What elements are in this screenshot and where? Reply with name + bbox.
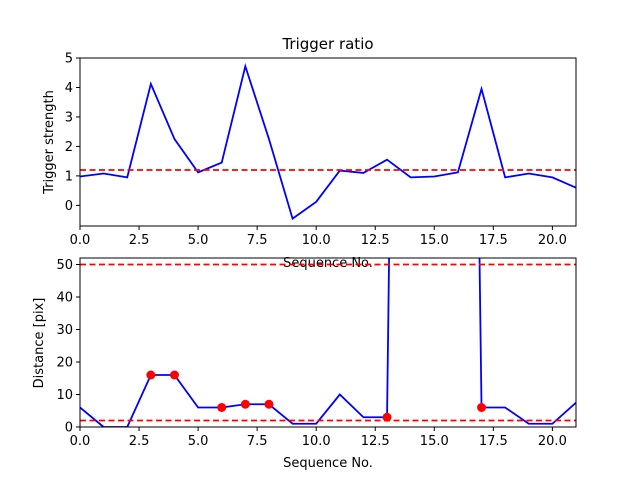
bottom-x-tick-label: 0.0 bbox=[70, 434, 91, 449]
top-x-tick-label: 17.5 bbox=[479, 233, 508, 248]
top-y-tick-label: 0 bbox=[65, 199, 73, 214]
bottom-marker-point bbox=[477, 403, 487, 412]
top-x-tick-label: 20.0 bbox=[538, 233, 567, 248]
bottom-x-tick-label: 15.0 bbox=[420, 434, 449, 449]
bottom-y-tick-label: 30 bbox=[56, 323, 73, 338]
bottom-axes-frame bbox=[79, 257, 577, 428]
bottom-x-tick-label: 2.5 bbox=[129, 434, 150, 449]
bottom-y-tick-label: 0 bbox=[65, 421, 73, 436]
top-x-tick-label: 12.5 bbox=[361, 233, 390, 248]
top-axes-frame bbox=[79, 57, 577, 227]
top-x-tick-label: 5.0 bbox=[188, 233, 209, 248]
bottom-x-tick-label: 7.5 bbox=[247, 434, 268, 449]
top-y-tick-label: 2 bbox=[65, 140, 73, 155]
top-x-tick-label: 10.0 bbox=[302, 233, 331, 248]
bottom-marker-point bbox=[217, 403, 227, 412]
top-y-tick-label: 4 bbox=[65, 81, 73, 96]
bottom-x-tick-label: 17.5 bbox=[479, 434, 508, 449]
top-x-tick-label: 2.5 bbox=[129, 233, 150, 248]
top-y-axis-label: Trigger strength bbox=[42, 90, 57, 195]
bottom-marker-point bbox=[169, 370, 179, 380]
bottom-marker-point bbox=[240, 399, 250, 409]
bottom-series-line-0 bbox=[80, 258, 576, 427]
bottom-marker-point bbox=[264, 399, 274, 409]
bottom-x-tick-label: 12.5 bbox=[361, 434, 390, 449]
top-chart: Trigger ratio 0.0 2.5 5.0 7.5 10.0 12.5 15.0 17… bbox=[42, 35, 577, 271]
top-x-tick-label: 15.0 bbox=[420, 233, 449, 248]
top-chart-title: Trigger ratio bbox=[281, 35, 373, 53]
bottom-y-axis-label: Distance [pix] bbox=[32, 298, 47, 389]
top-y-tick-label: 3 bbox=[65, 110, 73, 125]
top-x-tick-label: 0.0 bbox=[70, 233, 91, 248]
top-x-tick-label: 7.5 bbox=[247, 233, 268, 248]
bottom-x-tick-label: 20.0 bbox=[538, 434, 567, 449]
bottom-y-tick-label: 10 bbox=[56, 388, 73, 403]
bottom-chart: 0.0 2.5 5.0 7.5 10.0 12.5 15.0 17.5 20.0 0 10 20 30 4… bbox=[32, 257, 577, 471]
bottom-y-tick-label: 20 bbox=[56, 356, 73, 371]
top-y-tick-label: 5 bbox=[65, 52, 73, 67]
bottom-x-tick-label: 5.0 bbox=[188, 434, 209, 449]
bottom-marker-point bbox=[382, 412, 392, 422]
bottom-marker-point bbox=[146, 370, 156, 380]
top-x-axis-label: Sequence No. bbox=[283, 256, 373, 271]
top-series-line-0 bbox=[80, 62, 576, 221]
bottom-x-axis-label: Sequence No. bbox=[283, 456, 373, 471]
bottom-y-tick-label: 50 bbox=[56, 258, 73, 273]
bottom-plot-area: 0.0 2.5 5.0 7.5 10.0 12.5 15.0 17.5 20.0 0 10 20 30 4… bbox=[56, 257, 577, 449]
bottom-y-tick-label: 40 bbox=[56, 291, 73, 306]
top-plot-area: 0.0 2.5 5.0 7.5 10.0 12.5 15.0 17.5 20.0 0 1 2 3 4 5 bbox=[65, 52, 577, 248]
bottom-x-tick-label: 10.0 bbox=[302, 434, 331, 449]
top-y-tick-label: 1 bbox=[65, 169, 73, 184]
